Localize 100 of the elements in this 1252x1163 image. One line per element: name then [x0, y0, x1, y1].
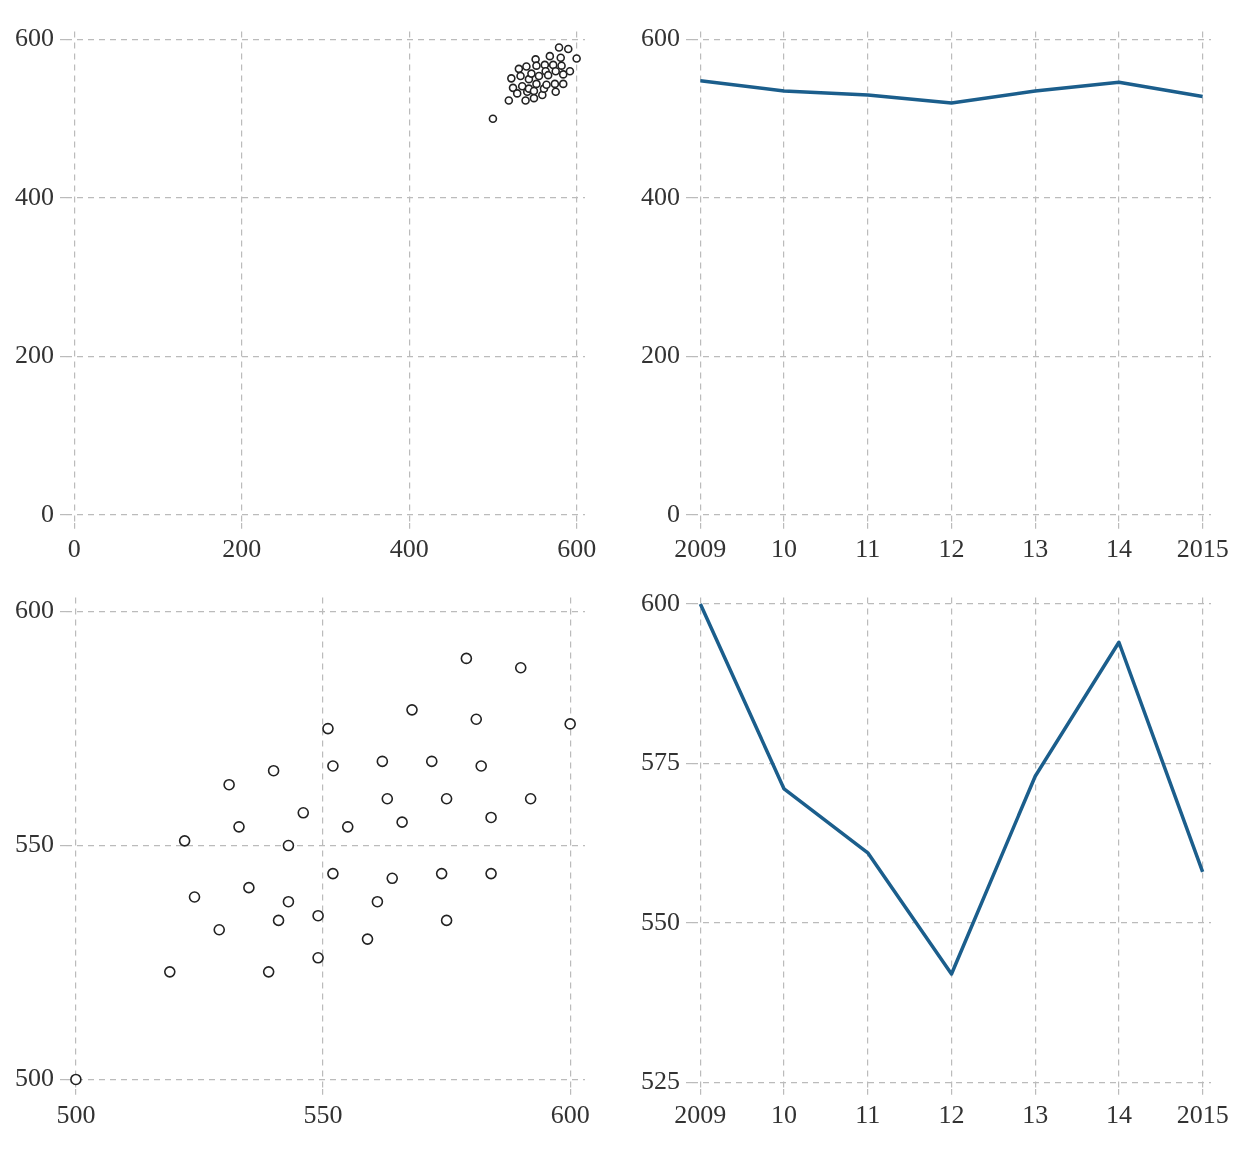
point — [563, 44, 573, 54]
point — [521, 96, 530, 105]
x-tick-label: 2015 — [1176, 1100, 1229, 1130]
point — [551, 66, 560, 76]
point — [178, 835, 191, 847]
point — [514, 661, 527, 674]
point — [470, 713, 483, 726]
point — [376, 755, 389, 768]
y-tick-label: 0 — [667, 498, 680, 528]
point — [532, 79, 541, 89]
point — [529, 93, 539, 103]
x-tick-label: 200 — [222, 534, 262, 564]
point — [233, 821, 245, 833]
point — [262, 966, 275, 978]
point — [557, 61, 566, 70]
point — [542, 80, 551, 89]
point — [512, 89, 522, 98]
point — [425, 755, 438, 768]
point — [243, 881, 255, 894]
y-tick-label: 600 — [641, 587, 680, 617]
y-tick-label: 400 — [15, 181, 54, 211]
x-tick-label: 14 — [1105, 1100, 1132, 1130]
point — [554, 43, 564, 52]
point — [282, 895, 295, 908]
y-tick-label: 200 — [641, 340, 680, 370]
y-tick-label: 575 — [641, 747, 680, 777]
y-tick-label: 600 — [15, 595, 54, 625]
y-tick-label: 400 — [641, 181, 680, 211]
x-tick-label: 10 — [771, 534, 798, 564]
point — [327, 760, 339, 772]
y-tick-label: 500 — [15, 1063, 54, 1093]
point — [460, 652, 473, 665]
point — [282, 839, 295, 852]
x-tick-label: 600 — [557, 534, 597, 564]
point — [396, 816, 408, 828]
y-tick-label: 600 — [15, 23, 54, 53]
point — [558, 70, 568, 79]
point — [386, 872, 399, 885]
point — [322, 722, 334, 735]
x-tick-label: 2009 — [674, 1100, 727, 1130]
point — [312, 952, 324, 964]
x-tick-label: 13 — [1022, 534, 1049, 564]
x-tick-label: 600 — [550, 1100, 590, 1130]
point — [545, 51, 555, 61]
point — [164, 966, 176, 978]
x-tick-label: 550 — [303, 1100, 343, 1130]
point — [543, 70, 553, 80]
point — [297, 806, 310, 819]
x-tick-label: 12 — [938, 1100, 965, 1130]
point — [488, 114, 498, 124]
x-tick-label: 0 — [67, 534, 81, 564]
point — [531, 55, 540, 64]
y-tick-label: 525 — [641, 1066, 680, 1096]
x-tick-label: 400 — [389, 534, 429, 564]
x-tick-label: 10 — [771, 1100, 798, 1130]
x-tick-label: 12 — [938, 534, 965, 564]
point — [516, 71, 525, 81]
point — [550, 79, 560, 89]
x-tick-label: 2015 — [1176, 534, 1229, 564]
point — [213, 923, 226, 936]
x-tick-label: 13 — [1022, 1100, 1049, 1130]
point — [527, 69, 536, 78]
x-tick-label: 11 — [855, 534, 881, 564]
point — [551, 87, 560, 97]
point — [485, 867, 497, 880]
point — [522, 62, 531, 71]
point — [572, 54, 581, 63]
point — [507, 74, 516, 83]
point — [70, 1073, 82, 1086]
x-tick-label: 500 — [56, 1100, 96, 1130]
point — [223, 778, 235, 791]
point — [267, 764, 280, 777]
point — [558, 79, 568, 89]
point — [532, 61, 541, 70]
x-tick-label: 11 — [855, 1100, 881, 1130]
y-tick-label: 200 — [15, 340, 54, 370]
point — [475, 760, 487, 772]
point — [381, 792, 394, 805]
y-tick-label: 600 — [641, 23, 680, 53]
x-tick-label: 14 — [1105, 534, 1132, 564]
point — [440, 914, 453, 927]
point — [312, 909, 324, 922]
point — [327, 867, 339, 880]
point — [371, 895, 384, 908]
point — [564, 718, 576, 730]
y-tick-label: 550 — [641, 906, 680, 936]
point — [534, 71, 544, 81]
point — [524, 792, 537, 805]
point — [485, 811, 497, 824]
y-tick-label: 0 — [41, 498, 54, 528]
point — [406, 704, 418, 716]
point — [272, 914, 285, 927]
y-tick-label: 550 — [15, 829, 54, 859]
point — [565, 66, 575, 76]
point — [188, 891, 201, 903]
point — [361, 933, 374, 945]
point — [504, 96, 514, 105]
point — [341, 821, 354, 833]
point — [440, 792, 453, 805]
point — [435, 867, 448, 880]
